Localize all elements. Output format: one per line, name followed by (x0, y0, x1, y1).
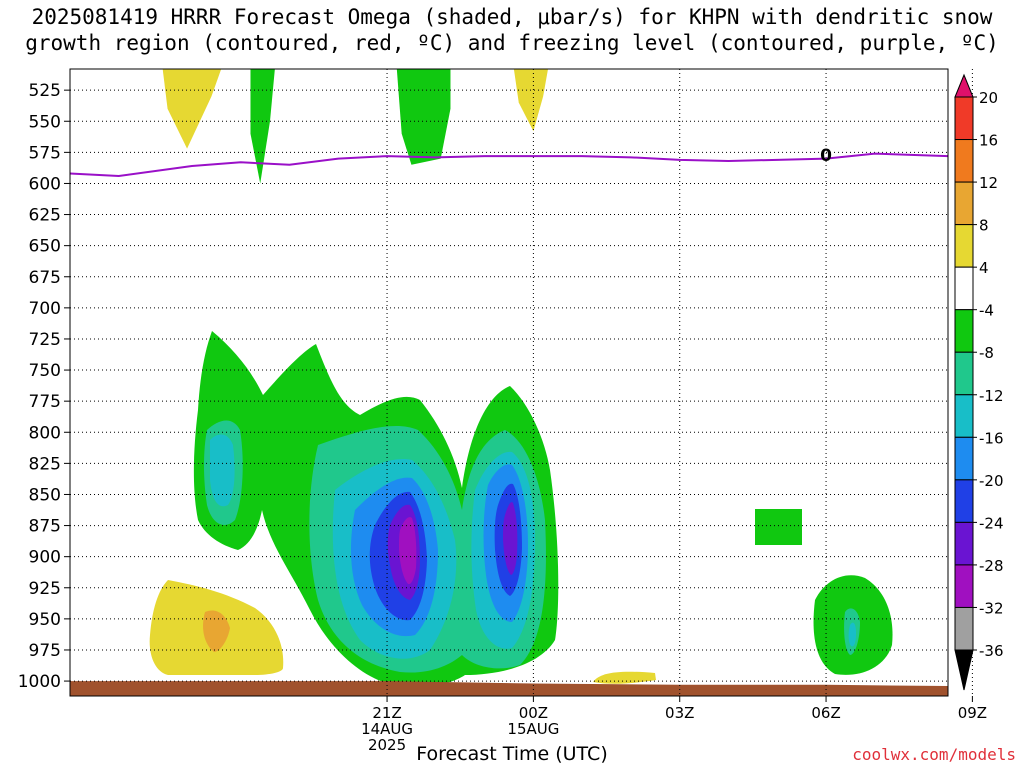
colorbar-segment (954, 394, 974, 438)
terrain (70, 681, 948, 696)
x-tick-label: 06Z (811, 704, 840, 722)
x-tick-label: 00Z (519, 704, 548, 722)
y-tick-label: 525 (29, 81, 61, 101)
colorbar-segment (954, 181, 974, 226)
colorbar-cap-bottom (954, 649, 974, 691)
chart-title: 2025081419 HRRR Forecast Omega (shaded, … (0, 4, 1024, 56)
chart-title-line1: 2025081419 HRRR Forecast Omega (shaded, … (31, 5, 993, 29)
colorbar-segment (954, 266, 974, 311)
colorbar-label: -32 (979, 599, 1004, 617)
colorbar-label: 20 (979, 89, 998, 107)
colorbar-label: -24 (979, 514, 1004, 532)
omega-region (399, 517, 417, 585)
y-tick-label: 800 (29, 423, 61, 443)
colorbar-label: 8 (979, 217, 989, 235)
colorbar-label: -16 (979, 429, 1004, 447)
colorbar-label: 16 (979, 132, 998, 150)
chart-title-line2: growth region (contoured, red, ºC) and f… (25, 31, 999, 55)
y-tick-label: 850 (29, 485, 61, 505)
colorbar-segment (954, 436, 974, 481)
colorbar-segment (954, 521, 974, 566)
x-tick-label: 21Z (372, 704, 401, 722)
colorbar-label: -4 (979, 302, 994, 320)
omega-region (250, 69, 275, 184)
colorbar-segment (954, 139, 974, 183)
colorbar: 20 16 12 8 4 -4 -8 -12 -16 -20 -24 -28 -32 -36 (954, 73, 1004, 691)
colorbar-segment (954, 96, 974, 141)
x-tick-label: 14AUG (361, 720, 413, 738)
y-tick-label: 825 (29, 454, 61, 474)
omega-region (593, 671, 656, 684)
colorbar-label: 12 (979, 174, 998, 192)
freezing-level-line (69, 152, 949, 177)
colorbar-segment (954, 606, 974, 651)
omega-region (162, 69, 222, 149)
x-axis-label: Forecast Time (UTC) (416, 743, 608, 765)
colorbar-label: -8 (979, 344, 994, 362)
y-tick-label: 875 (29, 517, 61, 537)
colorbar-label: 4 (979, 259, 989, 277)
colorbar-cap-top (954, 73, 974, 98)
x-axis: 21Z14AUG202500Z15AUG03Z06Z09Z12Z (361, 696, 987, 754)
y-tick-label: 675 (29, 268, 61, 288)
colorbar-label: -28 (979, 557, 1004, 575)
y-tick-label: 775 (29, 392, 61, 412)
colorbar-segment (954, 479, 974, 523)
y-tick-label: 1000 (18, 672, 61, 692)
colorbar-label: -12 (979, 387, 1004, 405)
colorbar-segment (954, 564, 974, 608)
colorbar-label: -36 (979, 642, 1004, 660)
omega-region (396, 69, 451, 165)
site-credit: coolwx.com/models (852, 745, 1016, 764)
omega-region (848, 622, 856, 647)
omega-region (210, 434, 235, 507)
y-tick-label: 625 (29, 206, 61, 226)
y-tick-label: 700 (29, 299, 61, 319)
y-tick-label: 600 (29, 174, 61, 194)
freezing-level-label: 0 (820, 146, 832, 166)
x-tick-label: 09Z (958, 704, 987, 722)
colorbar-segment (954, 309, 974, 353)
omega-shading (70, 69, 948, 696)
y-axis: 525 550 575 600 625 650 675 700 725 750 775 800 825 8… (18, 81, 70, 692)
y-tick-label: 575 (29, 143, 61, 163)
omega-region (755, 509, 802, 545)
colorbar-segment (954, 351, 974, 396)
y-tick-label: 900 (29, 548, 61, 568)
y-tick-label: 925 (29, 579, 61, 599)
colorbar-segment (954, 224, 974, 268)
y-tick-label: 950 (29, 610, 61, 630)
y-tick-label: 975 (29, 641, 61, 661)
colorbar-label: -20 (979, 472, 1004, 490)
x-tick-label: 15AUG (507, 720, 559, 738)
y-tick-label: 650 (29, 237, 61, 257)
omega-region (513, 69, 549, 132)
x-tick-label: 2025 (368, 736, 406, 754)
y-tick-label: 550 (29, 112, 61, 132)
x-tick-label: 03Z (665, 704, 694, 722)
y-tick-label: 750 (29, 361, 61, 381)
y-tick-label: 725 (29, 330, 61, 350)
omega-region (203, 610, 230, 652)
plot-frame (69, 68, 949, 697)
